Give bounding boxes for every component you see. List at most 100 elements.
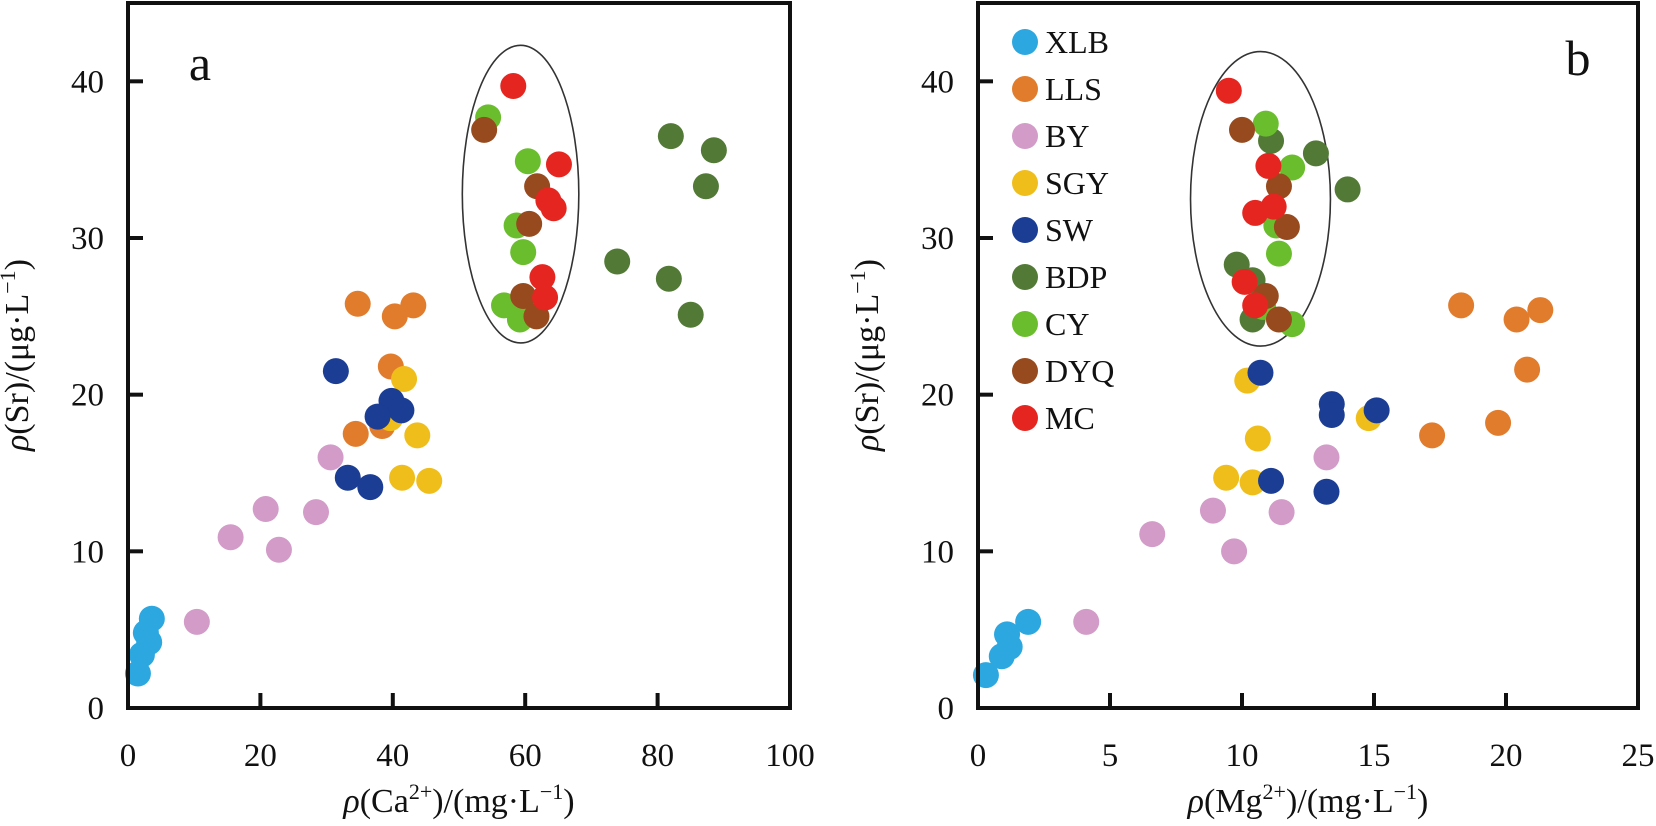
data-point-MC [532, 284, 559, 311]
label-segment: 2+ [409, 779, 432, 804]
legend-label-MC: MC [1045, 400, 1095, 436]
label-segment: (Sr)/(μg·L [0, 294, 36, 435]
data-point-BDP [655, 265, 682, 292]
data-point-DYQ [1265, 306, 1292, 333]
data-point-DYQ [1229, 116, 1255, 143]
data-point-DYQ [471, 116, 498, 143]
legend-marker-SW [1012, 217, 1038, 243]
data-point-BDP [1334, 176, 1361, 203]
data-point-LLS [400, 292, 427, 319]
data-point-MC [1231, 268, 1258, 295]
data-point-LLS [342, 420, 369, 447]
data-point-DYQ [516, 210, 543, 237]
panel-a: 0 20 40 60 80 100010203040ρ(Ca2+)/(mg·L−1)ρ(S… [0, 1, 815, 820]
data-point-BY [252, 496, 279, 523]
x-tick-label: 100 [765, 738, 815, 774]
data-point-SW [1258, 467, 1285, 494]
plot-frame [126, 1, 792, 710]
data-point-BY [217, 524, 244, 551]
legend-label-BDP: BDP [1045, 259, 1107, 295]
x-tick-label: 20 [1490, 738, 1523, 774]
data-point-BY [303, 499, 330, 526]
label-segment: )/(mg·L [432, 783, 540, 820]
data-point-SW [357, 474, 384, 501]
x-axis-title: ρ(Mg2+)/(mg·L−1) [1187, 779, 1429, 820]
data-point-BY [265, 536, 292, 563]
data-point-SGY [391, 366, 418, 392]
y-tick-label: 20 [71, 378, 104, 414]
cluster-annotation-ellipse [461, 44, 580, 344]
data-point-LLS [1503, 306, 1530, 333]
legend-label-CY: CY [1045, 306, 1089, 342]
data-point-BDP [657, 123, 684, 150]
data-point-XLB [1015, 608, 1042, 635]
series-SW [1247, 359, 1390, 505]
data-point-LLS [1527, 297, 1554, 324]
data-point-LLS [1448, 292, 1475, 319]
data-point-SW [364, 403, 391, 430]
data-point-MC [529, 264, 556, 291]
series-BY [183, 444, 344, 635]
legend-marker-SGY [1012, 170, 1038, 196]
label-segment: −1 [540, 779, 563, 804]
label-segment: −1 [1394, 779, 1417, 804]
x-tick-label: 20 [244, 738, 277, 774]
data-point-MC [545, 151, 572, 178]
label-segment: 2+ [1263, 779, 1286, 804]
series-BDP [604, 123, 727, 328]
legend-marker-MC [1012, 405, 1038, 431]
data-point-BY [1313, 444, 1340, 471]
data-point-CY [1265, 240, 1292, 267]
y-tick-label: 30 [921, 221, 954, 257]
data-point-CY [514, 148, 541, 175]
x-tick-label: 0 [120, 738, 137, 774]
data-point-SW [1247, 359, 1274, 386]
data-point-SW [1363, 397, 1390, 424]
data-point-SW [1313, 478, 1340, 505]
x-tick-label: 5 [1102, 738, 1119, 774]
legend: XLB LLS BY SGY SW BDP CY DYQ MC [1012, 24, 1114, 436]
y-tick-label: 10 [921, 534, 954, 570]
label-segment: (Ca [360, 783, 409, 820]
data-point-MC [1255, 152, 1282, 179]
data-point-BDP [604, 248, 631, 275]
data-point-BDP [700, 137, 727, 164]
label-segment: ρ [0, 435, 36, 452]
legend-label-XLB: XLB [1045, 24, 1109, 60]
x-tick-label: 25 [1622, 738, 1655, 774]
label-segment: ) [1417, 783, 1428, 820]
data-point-BY [317, 444, 344, 471]
data-point-SGY [416, 467, 443, 494]
x-axis-title: ρ(Ca2+)/(mg·L−1) [342, 779, 574, 820]
label-segment: ) [0, 259, 36, 270]
data-point-CY [1279, 154, 1306, 181]
x-tick-label: 80 [641, 738, 674, 774]
label-segment: ρ [342, 783, 359, 820]
plot-frame [976, 1, 1640, 710]
x-tick-label: 10 [1226, 738, 1259, 774]
series-SGY [377, 366, 443, 494]
label-segment: (Mg [1204, 783, 1263, 820]
data-point-MC [1215, 77, 1242, 104]
y-tick-label: 30 [71, 221, 104, 257]
data-point-DYQ [510, 282, 537, 309]
y-tick-label: 0 [88, 691, 105, 727]
y-tick-label: 40 [921, 64, 954, 100]
data-point-BDP [1302, 140, 1329, 167]
series-XLB [124, 605, 165, 687]
data-point-BY [1268, 499, 1295, 526]
y-tick-label: 0 [938, 691, 955, 727]
data-point-SW [334, 464, 361, 491]
legend-label-SGY: SGY [1045, 165, 1109, 201]
panel-letter: b [1566, 30, 1591, 86]
data-point-DYQ [1273, 214, 1300, 241]
series-MC [500, 73, 572, 311]
data-point-BDP [677, 301, 704, 328]
label-segment: ρ [1187, 783, 1204, 820]
data-point-SW [322, 358, 349, 385]
data-point-LLS [1419, 422, 1446, 449]
data-point-BDP [692, 173, 719, 200]
cluster-annotation-ellipse [1189, 50, 1332, 347]
